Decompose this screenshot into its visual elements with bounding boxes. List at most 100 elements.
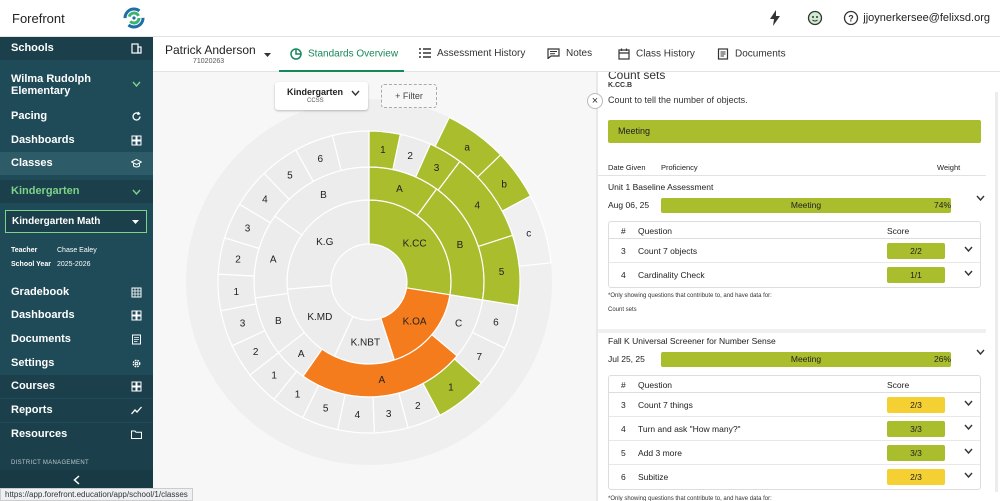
expand-chevron-icon[interactable] [964, 472, 973, 478]
lightning-icon[interactable] [769, 10, 781, 31]
question-row: 3 Count 7 things 2/3 [609, 393, 980, 417]
comment-icon [547, 48, 560, 59]
chevron-down-icon [132, 81, 141, 87]
sidebar-item-reports[interactable]: Reports [0, 399, 153, 422]
tab-documents[interactable]: Documents [717, 48, 786, 72]
question-text: Count 7 things [638, 400, 693, 410]
cluster-segment-label: A [396, 184, 403, 195]
sidebar-item-label: Courses [11, 380, 56, 392]
teacher-value: Chase Ealey [57, 247, 97, 254]
sidebar-item-dashboards[interactable]: Dashboards [0, 129, 153, 152]
refresh-icon [132, 111, 141, 121]
status-face-icon[interactable] [807, 10, 823, 31]
close-panel-button[interactable]: × [587, 93, 603, 109]
tab-notes[interactable]: Notes [547, 48, 592, 72]
sidebar-item-resources[interactable]: Resources [0, 423, 153, 446]
sidebar-item-settings[interactable]: Settings [0, 352, 153, 375]
standard-segment-label: 7 [476, 352, 482, 363]
teacher-label: Teacher [11, 247, 38, 254]
tab-assessment-history[interactable]: Assessment History [419, 48, 525, 72]
tab-class-history[interactable]: Class History [618, 48, 695, 72]
tab-standards-overview[interactable]: Standards Overview [279, 48, 404, 72]
standard-segment-label: 3 [245, 223, 251, 234]
expand-chevron-icon[interactable] [976, 195, 985, 201]
standard-segment-label: 6 [493, 317, 499, 328]
trend-chart-icon [131, 406, 142, 415]
sidebar-item-gradebook[interactable]: Gradebook [0, 281, 153, 304]
footnote: *Only showing questions that contribute … [608, 496, 772, 501]
question-score: 1/1 [887, 267, 945, 283]
grade-select[interactable]: Kindergarten CCSS [275, 82, 368, 110]
standard-segment-label: 2 [235, 254, 241, 265]
panel-divider [596, 72, 598, 501]
domain-segment-label: K.CC [403, 239, 427, 250]
building-icon [131, 43, 142, 54]
question-score: 2/3 [887, 469, 945, 485]
cluster-segment-label: A [298, 349, 305, 360]
sidebar-item-dashboards-class[interactable]: Dashboards [0, 304, 153, 327]
sidebar-item-grade[interactable]: Kindergarten [0, 180, 153, 203]
assessment-date: Jul 25, 25 [608, 354, 645, 364]
school-year-label: School Year [11, 261, 51, 268]
col-score: Score [887, 380, 910, 390]
assessment-weight: 74% [934, 200, 952, 210]
standard-segment[interactable] [331, 130, 370, 172]
expand-chevron-icon[interactable] [964, 424, 973, 430]
expand-chevron-icon[interactable] [964, 400, 973, 406]
student-id: 71020263 [193, 58, 225, 65]
forefront-logo-icon[interactable] [123, 7, 145, 34]
student-name[interactable]: Patrick Anderson [165, 43, 256, 57]
filter-button[interactable]: + Filter [381, 84, 437, 108]
question-table-header: # Question Score [609, 376, 980, 393]
cluster-segment-label: A [379, 375, 386, 386]
expand-chevron-icon[interactable] [964, 246, 973, 252]
assessment-weight: 26% [934, 354, 952, 364]
sidebar-item-pacing[interactable]: Pacing [0, 105, 153, 128]
question-score: 3/3 [887, 421, 945, 437]
school-year-value: 2025-2026 [57, 261, 91, 268]
sidebar-collapse-button[interactable] [0, 470, 153, 490]
panel-scrollbar[interactable] [995, 92, 998, 492]
question-text: Count 7 objects [638, 246, 698, 256]
sidebar-item-classes[interactable]: Classes [0, 152, 153, 175]
standard-code: K.CC.B [608, 82, 633, 89]
sidebar-item-school[interactable]: Wilma Rudolph Elementary [0, 67, 153, 111]
col-question: Question [638, 380, 673, 390]
expand-chevron-icon[interactable] [976, 349, 985, 355]
substandard-segment-label: b [501, 179, 507, 190]
question-number: 6 [621, 472, 626, 482]
standard-detail-panel: Count sets K.CC.B Count to tell the numb… [598, 72, 1000, 501]
overall-proficiency-bar: Meeting [608, 120, 981, 143]
sidebar-item-schools[interactable]: Schools [0, 37, 153, 60]
question-row: 6 Subitize 2/3 [609, 465, 980, 489]
svg-text:?: ? [848, 14, 854, 24]
standard-segment-label: 4 [355, 410, 361, 421]
sidebar-item-label: Reports [11, 404, 53, 416]
expand-chevron-icon[interactable] [964, 270, 973, 276]
user-email[interactable]: jjoynerkersee@felixsd.org [863, 12, 990, 24]
sidebar-item-label: Gradebook [11, 286, 70, 298]
substandard-segment[interactable] [501, 195, 552, 267]
grade-select-value: Kindergarten [287, 87, 344, 97]
list-icon [419, 48, 431, 59]
standard-segment-label: 3 [434, 163, 440, 174]
question-row: 5 Add 3 more 3/3 [609, 441, 980, 465]
standard-segment-label: 1 [295, 390, 301, 401]
question-number: 3 [621, 246, 626, 256]
sidebar-item-documents[interactable]: Documents [0, 328, 153, 351]
assessment-name: Fall K Universal Screener for Number Sen… [608, 336, 776, 346]
expand-chevron-icon[interactable] [964, 448, 973, 454]
class-select[interactable]: Kindergarten Math [5, 210, 147, 233]
question-text: Cardinality Check [638, 270, 705, 280]
column-proficiency: Proficiency [661, 163, 698, 172]
standard-segment-label: 2 [253, 347, 259, 358]
col-score: Score [887, 226, 910, 236]
sidebar-item-label: Classes [11, 157, 53, 169]
help-icon[interactable]: ? [843, 10, 859, 31]
student-dropdown-caret-icon[interactable] [264, 53, 271, 57]
sidebar-item-courses[interactable]: Courses [0, 375, 153, 398]
sidebar-item-label: Pacing [11, 110, 48, 122]
document-icon [132, 334, 141, 345]
standard-segment-label: 3 [386, 409, 392, 420]
tab-label: Notes [566, 48, 593, 60]
